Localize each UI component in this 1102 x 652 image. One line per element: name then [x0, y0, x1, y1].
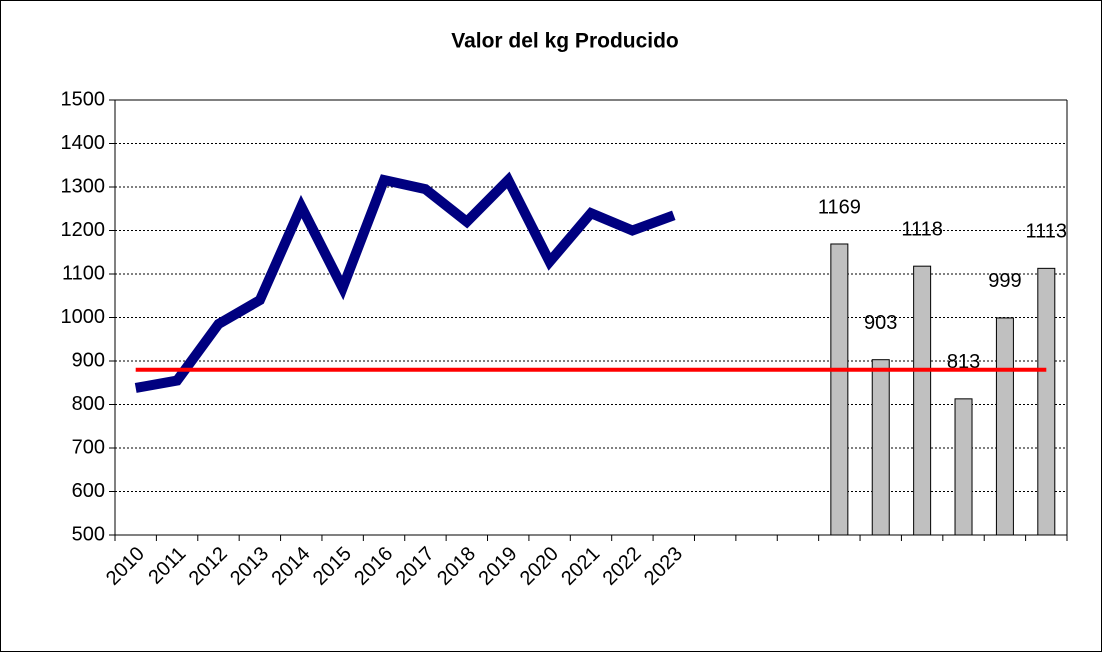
bar	[830, 243, 849, 536]
data-label: 1113	[1026, 221, 1068, 243]
y-tick-label: 500	[72, 523, 105, 545]
data-label: 813	[947, 351, 980, 373]
chart-title: Valor del kg Producido	[451, 30, 679, 53]
line-series	[134, 171, 676, 393]
y-tick-label: 1200	[61, 219, 106, 241]
data-label: 1169	[818, 196, 861, 218]
y-tick-label: 800	[72, 393, 105, 415]
y-tick-label: 1500	[61, 88, 106, 110]
y-tick-label: 600	[72, 480, 105, 502]
data-label: 1118	[901, 218, 943, 240]
y-tick-label: 700	[72, 436, 105, 458]
bar	[1037, 267, 1056, 536]
y-tick-label: 1300	[61, 175, 106, 197]
y-tick-label: 1000	[61, 306, 106, 328]
bar	[954, 398, 973, 536]
y-tick-label: 1400	[61, 132, 106, 154]
bar	[913, 265, 932, 536]
bar	[995, 317, 1014, 536]
y-tick-label: 1100	[62, 262, 105, 284]
data-label: 903	[864, 312, 897, 334]
data-label: 999	[988, 270, 1021, 292]
bar	[871, 359, 890, 536]
y-tick-label: 900	[72, 349, 105, 371]
